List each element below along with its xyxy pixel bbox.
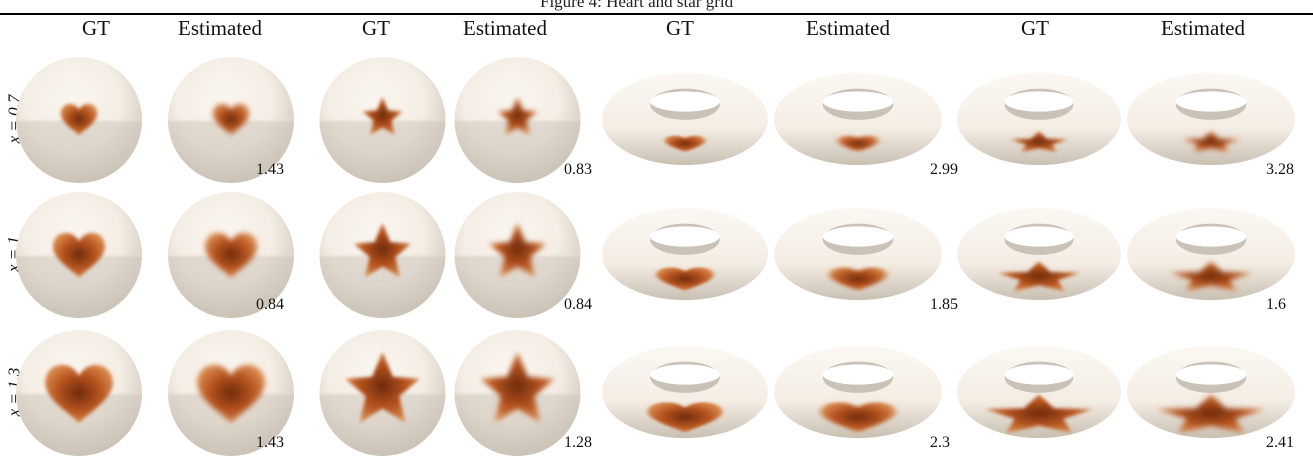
caption-fragment: Figure 4: Heart and star grid <box>540 0 734 11</box>
heart-heat-pattern <box>829 267 887 291</box>
torus-star-estimated-image <box>1125 55 1297 183</box>
column-label-gt: GT <box>1021 16 1049 40</box>
torus-hole-opening <box>1175 91 1247 112</box>
star-heat-pattern <box>489 223 546 278</box>
sphere-star-gt-image <box>315 190 450 318</box>
error-value: 0.84 <box>256 296 284 313</box>
star-heat-pattern <box>1010 131 1068 153</box>
sphere-star-gt-image <box>315 328 450 456</box>
torus-star-gt-image <box>955 328 1123 456</box>
sphere-heart-estimated-image <box>160 55 302 183</box>
torus-hole-opening <box>1004 226 1074 247</box>
heart-heat-pattern <box>60 103 98 136</box>
heart-heat-pattern <box>664 135 706 153</box>
column-label-gt: GT <box>362 16 390 40</box>
error-value: 2.41 <box>1266 434 1294 451</box>
error-value: 0.84 <box>564 296 592 313</box>
torus-heart-gt-image <box>600 328 770 456</box>
torus-hole-opening <box>822 364 894 385</box>
column-label-gt: GT <box>666 16 694 40</box>
torus-hole-opening <box>822 226 894 247</box>
column-label-estimated: Estimated <box>1161 16 1245 40</box>
error-value: 0.83 <box>564 161 592 178</box>
torus-hole-opening <box>650 364 720 385</box>
star-heat-pattern <box>354 223 411 278</box>
torus-hole-opening <box>822 91 894 112</box>
sphere-star-gt-image <box>315 55 450 183</box>
sphere-heart-estimated-image <box>160 190 302 318</box>
heart-heat-pattern <box>197 364 265 424</box>
heart-heat-pattern <box>204 232 258 278</box>
heart-heat-pattern <box>656 267 714 291</box>
error-value: 1.6 <box>1266 296 1286 313</box>
torus-hole-opening <box>650 226 720 247</box>
sphere-star-estimated-image <box>450 328 585 456</box>
caption-fragment-strip: Figure 4: Heart and star grid <box>0 0 1313 13</box>
sphere-heart-gt-image <box>8 190 150 318</box>
torus-heart-estimated-image <box>772 190 944 318</box>
star-heat-pattern <box>997 261 1081 292</box>
star-heat-pattern <box>985 394 1093 434</box>
torus-star-gt-image <box>955 190 1123 318</box>
torus-heart-gt-image <box>600 190 770 318</box>
torus-heart-estimated-image <box>772 55 944 183</box>
sphere-star-estimated-image <box>450 190 585 318</box>
torus-hole-opening <box>1004 364 1074 385</box>
column-label-estimated: Estimated <box>463 16 547 40</box>
star-heat-pattern <box>1169 261 1253 292</box>
error-value: 1.43 <box>256 161 284 178</box>
torus-hole-opening <box>1004 91 1074 112</box>
torus-hole-opening <box>1175 364 1247 385</box>
star-heat-pattern <box>497 97 538 135</box>
error-value: 1.85 <box>930 296 958 313</box>
torus-heart-gt-image <box>600 55 770 183</box>
error-value: 2.3 <box>930 434 950 451</box>
sphere-star-estimated-image <box>450 55 585 183</box>
error-value: 1.43 <box>256 434 284 451</box>
column-label-estimated: Estimated <box>806 16 890 40</box>
torus-hole-opening <box>650 91 720 112</box>
column-label-gt: GT <box>82 16 110 40</box>
torus-star-gt-image <box>955 55 1123 183</box>
error-value: 1.28 <box>564 434 592 451</box>
torus-hole-opening <box>1175 226 1247 247</box>
heart-heat-pattern <box>647 402 723 433</box>
torus-star-estimated-image <box>1125 190 1297 318</box>
heart-heat-pattern <box>837 135 879 153</box>
heart-heat-pattern <box>212 103 250 136</box>
column-label-estimated: Estimated <box>178 16 262 40</box>
heart-heat-pattern <box>820 402 896 433</box>
star-heat-pattern <box>1157 394 1265 434</box>
star-heat-pattern <box>1182 131 1240 153</box>
heart-heat-pattern <box>45 364 113 424</box>
star-heat-pattern <box>362 97 403 135</box>
sphere-heart-gt-image <box>8 328 150 456</box>
error-value: 3.28 <box>1266 161 1294 178</box>
top-rule <box>0 13 1313 15</box>
error-value: 2.99 <box>930 161 958 178</box>
torus-star-estimated-image <box>1125 328 1297 456</box>
star-heat-pattern <box>480 352 555 423</box>
sphere-heart-estimated-image <box>160 328 302 456</box>
star-heat-pattern <box>345 352 420 423</box>
heart-heat-pattern <box>52 232 106 278</box>
sphere-heart-gt-image <box>8 55 150 183</box>
torus-heart-estimated-image <box>772 328 944 456</box>
